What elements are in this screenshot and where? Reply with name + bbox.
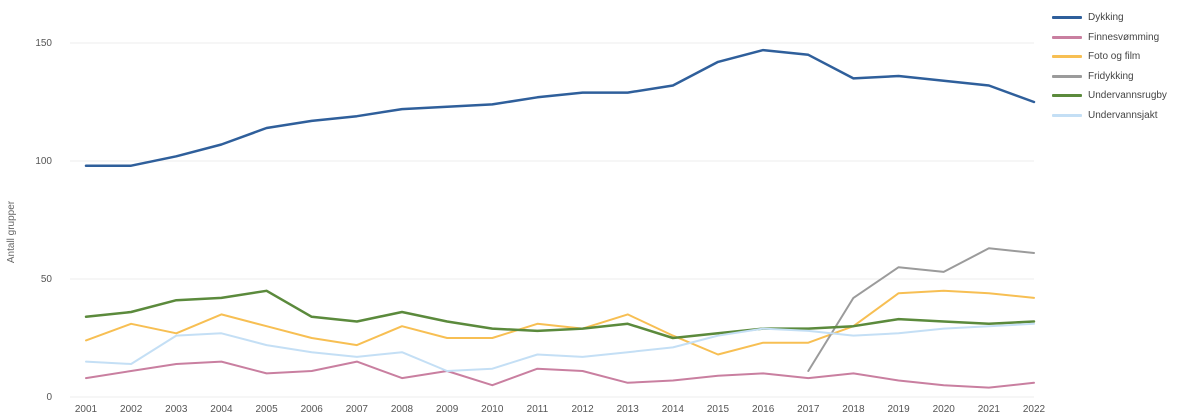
x-tick-label: 2010: [481, 404, 504, 415]
legend-swatch: [1052, 55, 1082, 59]
x-tick-label: 2017: [797, 404, 820, 415]
legend: Dykking Finnesvømming Foto og film Fridykki…: [1052, 8, 1187, 125]
legend-swatch: [1052, 16, 1082, 20]
y-axis-ticks: 0 50 100 150: [35, 38, 52, 403]
x-tick-label: 2021: [978, 404, 1001, 415]
x-tick-label: 2011: [527, 404, 549, 415]
series-line-foto-og-film: [85, 289, 1035, 356]
legend-item: Fridykking: [1052, 67, 1187, 87]
series-line-finnesv-mming: [85, 360, 1035, 389]
y-tick-label: 50: [41, 274, 53, 285]
y-tick-label: 100: [35, 156, 52, 167]
legend-label: Finnesvømming: [1088, 31, 1160, 43]
legend-item: Foto og film: [1052, 47, 1187, 67]
legend-label: Dykking: [1088, 12, 1124, 24]
series-line-fridykking: [807, 247, 1035, 372]
legend-label: Fridykking: [1088, 70, 1134, 82]
legend-item: Finnesvømming: [1052, 28, 1187, 48]
x-tick-label: 2005: [255, 404, 278, 415]
legend-label: Undervannsjakt: [1088, 109, 1158, 121]
y-tick-label: 150: [35, 38, 52, 49]
series-lines: [84, 48, 1036, 389]
legend-item: Undervannsjakt: [1052, 106, 1187, 126]
legend-swatch: [1052, 74, 1082, 78]
x-tick-label: 2007: [346, 404, 369, 415]
x-tick-label: 2016: [752, 404, 775, 415]
x-tick-label: 2004: [210, 404, 233, 415]
legend-item: Undervannsrugby: [1052, 86, 1187, 106]
series-line-dykking: [84, 48, 1036, 167]
legend-swatch: [1052, 113, 1082, 117]
y-axis-label: Antall grupper: [6, 200, 17, 263]
grid-lines: [70, 42, 1034, 398]
legend-label: Undervannsrugby: [1088, 90, 1167, 102]
x-tick-label: 2022: [1023, 404, 1046, 415]
x-tick-label: 2019: [887, 404, 910, 415]
x-tick-label: 2012: [571, 404, 594, 415]
x-tick-label: 2008: [391, 404, 414, 415]
x-tick-label: 2018: [842, 404, 865, 415]
series-line-undervannsrugby: [84, 289, 1036, 340]
x-tick-label: 2002: [120, 404, 143, 415]
legend-swatch: [1052, 35, 1082, 39]
legend-item: Dykking: [1052, 8, 1187, 28]
x-tick-label: 2003: [165, 404, 188, 415]
x-tick-label: 2013: [617, 404, 640, 415]
x-tick-label: 2009: [436, 404, 459, 415]
legend-swatch: [1052, 94, 1082, 98]
x-tick-label: 2020: [933, 404, 956, 415]
x-tick-label: 2014: [662, 404, 685, 415]
legend-label: Foto og film: [1088, 51, 1141, 63]
y-tick-label: 0: [46, 392, 52, 403]
x-tick-label: 2001: [75, 404, 98, 415]
x-tick-label: 2015: [707, 404, 730, 415]
x-tick-label: 2006: [301, 404, 324, 415]
x-axis-ticks: 2001 2002 2003 2004 2005 2006 2007 2008 2009 2010…: [75, 404, 1046, 415]
series-line-undervannsjakt: [85, 322, 1035, 372]
